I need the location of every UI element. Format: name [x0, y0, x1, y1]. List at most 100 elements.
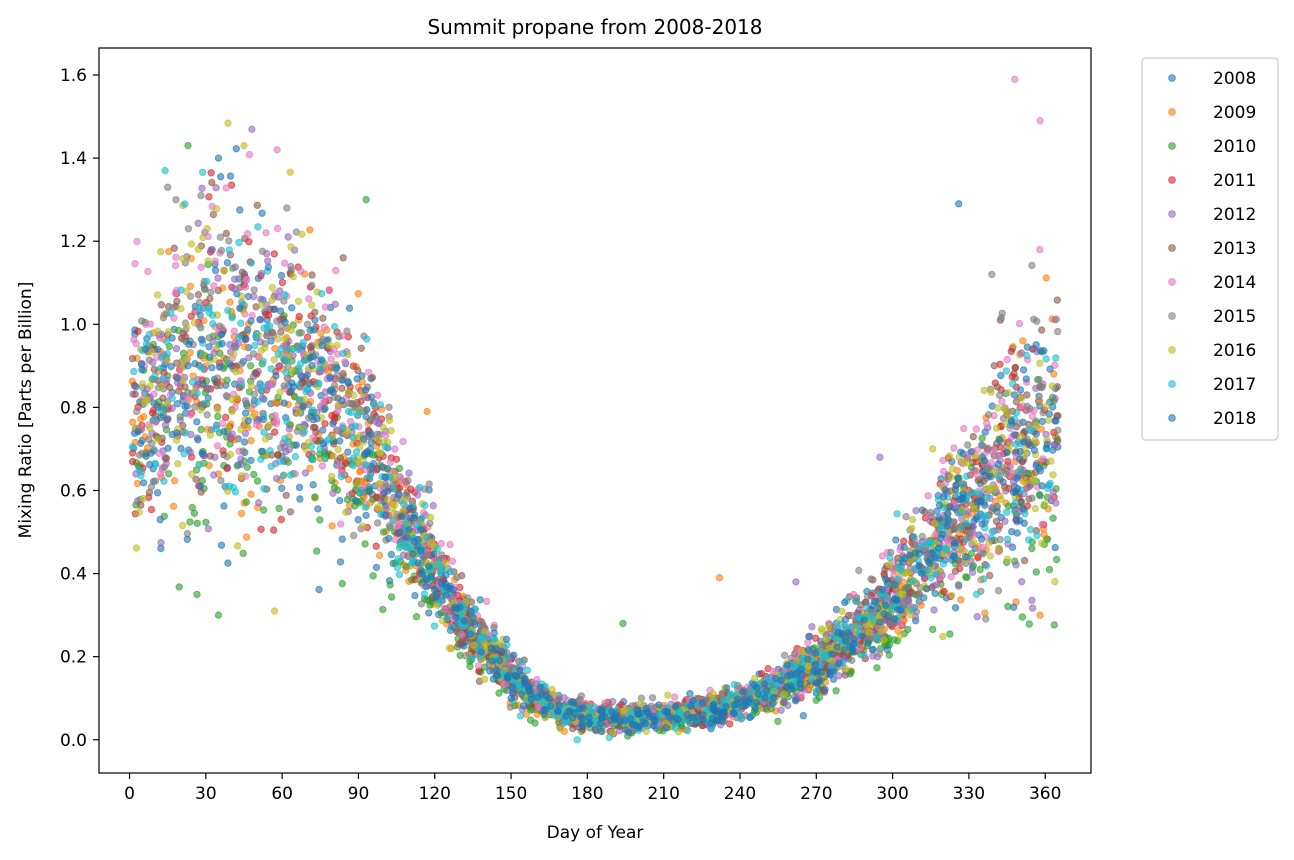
data-point-2013 [338, 384, 346, 392]
data-point-2017 [962, 535, 970, 544]
data-point-2010 [316, 516, 324, 524]
data-point-2008 [278, 484, 286, 492]
data-point-2014 [245, 150, 254, 159]
data-point-2015 [867, 575, 875, 583]
data-point-2014 [1036, 245, 1044, 254]
data-point-2017 [943, 546, 951, 554]
data-point-2017 [316, 365, 324, 373]
data-point-2017 [300, 427, 308, 436]
data-point-2018 [1015, 455, 1024, 463]
data-point-2018 [319, 439, 328, 448]
data-point-2018 [424, 562, 433, 571]
data-point-2016 [276, 388, 284, 396]
data-point-2018 [739, 688, 747, 696]
data-point-2016 [1038, 539, 1046, 547]
data-point-2016 [824, 623, 833, 631]
data-point-2016 [445, 644, 454, 652]
data-point-2016 [1031, 504, 1040, 513]
data-point-2016 [1044, 416, 1053, 424]
data-point-2014 [474, 662, 483, 670]
data-point-2010 [1045, 565, 1054, 574]
data-point-2013 [277, 328, 285, 336]
data-point-2015 [1039, 409, 1047, 417]
data-point-2010 [184, 141, 192, 150]
data-point-2016 [619, 707, 627, 716]
data-point-2012 [248, 125, 256, 133]
data-point-2014 [335, 461, 343, 469]
data-point-2009 [1042, 274, 1050, 282]
data-point-2010 [175, 583, 183, 591]
data-point-2012 [285, 425, 294, 433]
data-point-2010 [193, 519, 201, 527]
data-point-2012 [264, 257, 272, 265]
data-point-2012 [230, 275, 239, 283]
data-point-2015 [1002, 487, 1010, 495]
data-point-2016 [154, 435, 162, 444]
data-point-2011 [341, 459, 350, 468]
data-point-2016 [1049, 471, 1057, 479]
data-point-2015 [847, 611, 855, 620]
data-point-2011 [328, 411, 336, 420]
data-point-2017 [957, 524, 965, 533]
data-point-2009 [423, 407, 431, 416]
data-point-2017 [873, 633, 881, 641]
data-point-2018 [935, 501, 944, 509]
data-point-2015 [215, 322, 224, 330]
data-point-2014 [131, 260, 139, 268]
data-point-2014 [297, 267, 305, 275]
data-point-2017 [203, 277, 211, 286]
data-point-2015 [425, 480, 433, 488]
data-point-2017 [145, 330, 154, 339]
data-point-2008 [1049, 403, 1057, 411]
data-point-2017 [196, 349, 205, 358]
data-point-2018 [762, 687, 771, 695]
data-point-2008 [173, 400, 182, 408]
data-point-2009 [328, 522, 336, 530]
data-point-2013 [150, 365, 159, 374]
data-point-2018 [944, 516, 952, 524]
data-point-2012 [399, 551, 408, 559]
data-point-2014 [146, 320, 155, 328]
data-point-2008 [1051, 543, 1059, 552]
data-point-2017 [135, 466, 143, 474]
data-point-2017 [381, 442, 389, 451]
data-point-2011 [940, 588, 948, 596]
data-point-2016 [240, 141, 248, 150]
data-point-2017 [1015, 468, 1023, 476]
data-point-2016 [481, 675, 489, 683]
data-point-2017 [224, 306, 232, 315]
data-point-2017 [235, 238, 243, 247]
data-point-2010 [929, 625, 937, 634]
data-point-2017 [503, 653, 512, 661]
data-point-2016 [636, 699, 644, 708]
data-point-2018 [305, 380, 313, 388]
data-point-2016 [228, 395, 236, 404]
data-point-2012 [873, 652, 882, 661]
data-point-2010 [1043, 535, 1052, 543]
data-point-2016 [220, 267, 228, 275]
data-point-2012 [912, 506, 920, 515]
data-point-2017 [161, 405, 169, 414]
data-point-2010 [812, 696, 820, 704]
data-point-2018 [1016, 447, 1024, 456]
data-point-2017 [307, 442, 316, 450]
data-point-2017 [339, 424, 347, 432]
data-point-2016 [344, 388, 353, 397]
data-point-2017 [361, 503, 369, 511]
data-point-2012 [792, 578, 800, 586]
data-point-2017 [1025, 536, 1033, 544]
data-point-2017 [1003, 508, 1011, 516]
data-point-2012 [955, 582, 963, 590]
data-point-2018 [1022, 375, 1031, 383]
data-point-2017 [351, 422, 359, 430]
data-point-2015 [506, 703, 515, 711]
data-point-2018 [244, 326, 252, 334]
data-point-2012 [1018, 578, 1026, 586]
data-point-2010 [369, 572, 377, 580]
data-point-2011 [147, 505, 156, 514]
data-point-2016 [154, 327, 162, 335]
data-point-2016 [780, 690, 788, 699]
data-point-2010 [466, 662, 474, 670]
data-point-2013 [206, 452, 215, 460]
data-point-2014 [973, 471, 982, 479]
